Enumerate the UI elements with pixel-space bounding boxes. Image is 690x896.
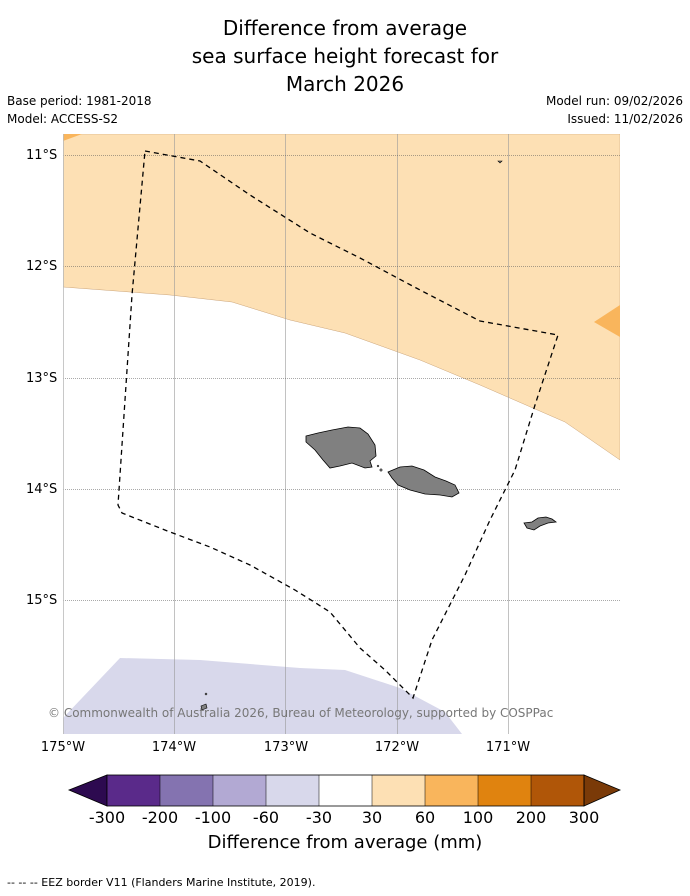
title-line-2: sea surface height forecast for xyxy=(191,44,499,68)
lat-label-13s: 13°S xyxy=(26,371,58,386)
lat-label-11s: 11°S xyxy=(26,148,58,163)
colorbar-tick-60: 60 xyxy=(414,808,436,827)
colorbar xyxy=(67,774,622,807)
base-period: Base period: 1981-2018 xyxy=(7,94,152,108)
lon-gridlines xyxy=(174,134,509,734)
map-title: Difference from average sea surface heig… xyxy=(0,14,690,98)
colorbar-tick-300: 300 xyxy=(568,808,600,827)
colorbar-swatch-7 xyxy=(425,775,478,806)
lon-label-172w: 172°W xyxy=(374,740,420,755)
colorbar-tick-neg200: -200 xyxy=(141,808,179,827)
islet-apolima xyxy=(376,464,380,468)
colorbar-tick-neg100: -100 xyxy=(194,808,232,827)
model-name: Model: ACCESS-S2 xyxy=(7,112,119,126)
colorbar-extend-high xyxy=(583,774,622,807)
colorbar-tick-100: 100 xyxy=(462,808,494,827)
lon-label-175w: 175°W xyxy=(40,740,86,755)
colorbar-tick-neg300: -300 xyxy=(88,808,126,827)
title-line-1: Difference from average xyxy=(222,16,468,40)
lat-label-14s: 14°S xyxy=(26,482,58,497)
lon-label-173w: 173°W xyxy=(263,740,309,755)
colorbar-swatch-9 xyxy=(531,775,584,806)
colorbar-swatch-2 xyxy=(160,775,213,806)
colorbar-swatch-5 xyxy=(319,775,372,806)
anomaly-region-60-100-e xyxy=(594,305,620,337)
colorbar-swatch-1 xyxy=(107,775,160,806)
lat-label-15s: 15°S xyxy=(26,593,58,608)
lat-label-12s: 12°S xyxy=(26,259,58,274)
anomaly-region-neg-30-60 xyxy=(63,658,462,734)
savaii-island xyxy=(305,426,377,469)
colorbar-frame xyxy=(106,774,585,807)
swains-island xyxy=(497,160,503,164)
issued-date: Issued: 11/02/2026 xyxy=(567,112,683,126)
colorbar-tick-neg60: -60 xyxy=(252,808,280,827)
eez-border xyxy=(117,150,559,700)
colorbar-extend-low xyxy=(67,774,108,807)
upolu-island xyxy=(387,465,460,498)
anomaly-region-60-100-nw xyxy=(63,134,82,141)
colorbar-swatch-8 xyxy=(478,775,531,806)
map-area xyxy=(63,134,620,734)
colorbar-title: Difference from average (mm) xyxy=(207,832,483,853)
colorbar-swatch-4 xyxy=(266,775,319,806)
lon-label-171w: 171°W xyxy=(485,740,531,755)
lon-label-174w: 174°W xyxy=(151,740,197,755)
colorbar-swatch-6 xyxy=(372,775,425,806)
colorbar-tick-neg30: -30 xyxy=(305,808,333,827)
copyright-notice: © Commonwealth of Australia 2026, Bureau… xyxy=(48,706,554,720)
eez-footnote: -- -- -- EEZ border V11 (Flanders Marine… xyxy=(7,876,316,889)
lat-gridlines xyxy=(63,155,620,601)
niuafoou-island xyxy=(200,703,208,711)
small-islet-south xyxy=(204,692,208,696)
tutuila-island xyxy=(523,516,558,531)
colorbar-tick-200: 200 xyxy=(515,808,547,827)
colorbar-tick-30: 30 xyxy=(361,808,383,827)
colorbar-swatch-3 xyxy=(213,775,266,806)
islet-manono xyxy=(379,468,383,472)
colorbar-dividers xyxy=(159,775,532,806)
anomaly-region-30-60 xyxy=(63,134,620,461)
model-run: Model run: 09/02/2026 xyxy=(545,94,683,108)
title-line-3: March 2026 xyxy=(285,72,405,96)
